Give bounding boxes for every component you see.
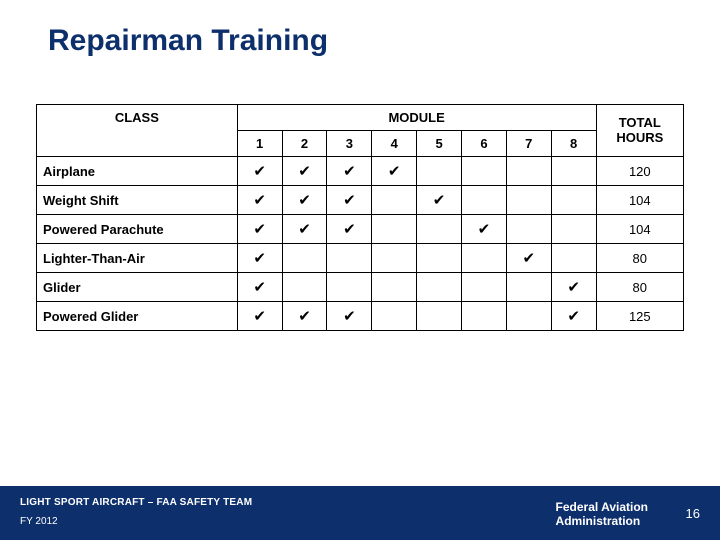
check-cell: ✔ [237, 186, 282, 215]
check-cell: ✔ [237, 215, 282, 244]
check-cell [372, 244, 417, 273]
check-cell: ✔ [327, 186, 372, 215]
check-cell [327, 273, 372, 302]
row-label: Powered Glider [37, 302, 238, 331]
check-cell [506, 186, 551, 215]
page-title: Repairman Training [48, 24, 328, 58]
check-cell: ✔ [327, 157, 372, 186]
check-cell: ✔ [551, 273, 596, 302]
footer-agency-line1: Federal Aviation [556, 500, 648, 514]
footer-fy: FY 2012 [20, 516, 58, 527]
check-cell [551, 157, 596, 186]
total-hours-cell: 80 [596, 273, 683, 302]
check-cell: ✔ [237, 157, 282, 186]
check-cell [372, 302, 417, 331]
total-hours-cell: 120 [596, 157, 683, 186]
check-cell: ✔ [282, 157, 327, 186]
row-label: Powered Parachute [37, 215, 238, 244]
check-cell: ✔ [327, 302, 372, 331]
check-cell [282, 273, 327, 302]
check-cell: ✔ [282, 215, 327, 244]
total-hours-header: TOTAL HOURS [596, 105, 683, 157]
check-cell [417, 273, 462, 302]
check-cell [417, 302, 462, 331]
total-header-line2: HOURS [616, 130, 663, 145]
check-cell [417, 215, 462, 244]
module-col-5: 5 [417, 131, 462, 157]
check-cell [506, 302, 551, 331]
table-row: Airplane✔✔✔✔120 [37, 157, 684, 186]
row-label: Weight Shift [37, 186, 238, 215]
check-cell: ✔ [282, 302, 327, 331]
check-cell [327, 244, 372, 273]
row-label: Glider [37, 273, 238, 302]
module-col-6: 6 [462, 131, 507, 157]
check-cell: ✔ [551, 302, 596, 331]
page-number: 16 [686, 506, 700, 521]
module-col-2: 2 [282, 131, 327, 157]
table-row: Glider✔✔80 [37, 273, 684, 302]
table-row: Lighter-Than-Air✔✔80 [37, 244, 684, 273]
class-header: CLASS [37, 105, 238, 131]
footer-bar: LIGHT SPORT AIRCRAFT – FAA SAFETY TEAM F… [0, 486, 720, 540]
check-cell: ✔ [506, 244, 551, 273]
module-header: MODULE [237, 105, 596, 131]
check-cell: ✔ [327, 215, 372, 244]
total-hours-cell: 104 [596, 186, 683, 215]
check-cell [551, 215, 596, 244]
module-col-8: 8 [551, 131, 596, 157]
check-cell: ✔ [237, 244, 282, 273]
check-cell [462, 157, 507, 186]
check-cell: ✔ [372, 157, 417, 186]
table-row: Powered Glider✔✔✔✔125 [37, 302, 684, 331]
training-table: CLASS MODULE TOTAL HOURS 1 2 3 4 5 6 7 8… [36, 104, 684, 331]
footer-program: LIGHT SPORT AIRCRAFT – FAA SAFETY TEAM [20, 497, 252, 508]
check-cell [506, 157, 551, 186]
row-label: Airplane [37, 157, 238, 186]
check-cell [282, 244, 327, 273]
total-header-line1: TOTAL [619, 115, 661, 130]
module-col-7: 7 [506, 131, 551, 157]
table-row: Powered Parachute✔✔✔✔104 [37, 215, 684, 244]
table-row: Weight Shift✔✔✔✔104 [37, 186, 684, 215]
module-col-4: 4 [372, 131, 417, 157]
check-cell: ✔ [237, 302, 282, 331]
check-cell [551, 186, 596, 215]
footer-agency-line2: Administration [556, 514, 641, 528]
check-cell [462, 302, 507, 331]
check-cell: ✔ [282, 186, 327, 215]
module-col-3: 3 [327, 131, 372, 157]
check-cell [417, 157, 462, 186]
check-cell [462, 244, 507, 273]
check-cell [506, 273, 551, 302]
module-col-1: 1 [237, 131, 282, 157]
check-cell [372, 186, 417, 215]
check-cell [462, 186, 507, 215]
check-cell: ✔ [237, 273, 282, 302]
total-hours-cell: 125 [596, 302, 683, 331]
check-cell: ✔ [417, 186, 462, 215]
row-label: Lighter-Than-Air [37, 244, 238, 273]
total-hours-cell: 80 [596, 244, 683, 273]
check-cell [372, 273, 417, 302]
check-cell [417, 244, 462, 273]
footer-agency: Federal Aviation Administration [556, 500, 648, 529]
check-cell [551, 244, 596, 273]
check-cell [372, 215, 417, 244]
class-header-blank [37, 131, 238, 157]
check-cell: ✔ [462, 215, 507, 244]
check-cell [462, 273, 507, 302]
check-cell [506, 215, 551, 244]
total-hours-cell: 104 [596, 215, 683, 244]
